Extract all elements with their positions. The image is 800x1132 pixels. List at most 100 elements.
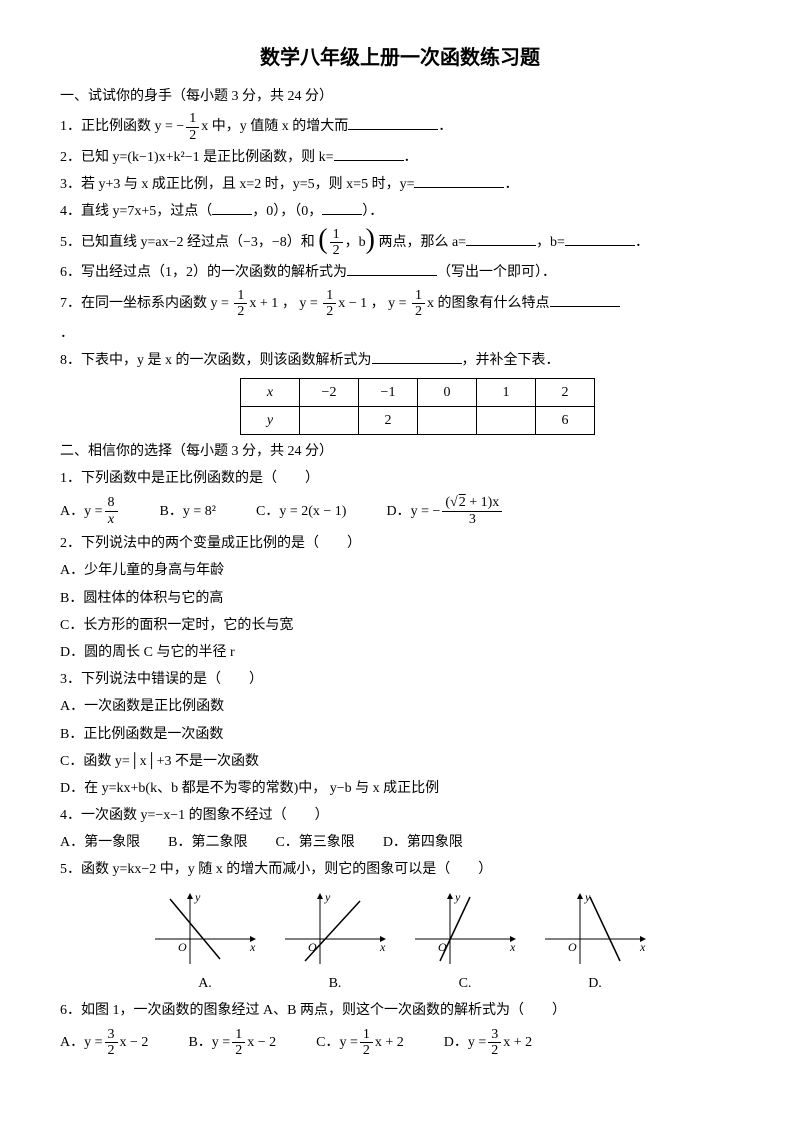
s2q2-b: B．圆柱体的体积与它的高 [60, 586, 740, 611]
q8: 8．下表中，y 是 x 的一次函数，则该函数解析式为，并补全下表． [60, 348, 740, 373]
xm1: x − 1 [338, 296, 367, 311]
blank [550, 292, 620, 307]
p1: + 1)x [466, 495, 500, 510]
opt-a: A．第一象限 [60, 830, 140, 855]
q6-a: 6．写出经过点（1，2）的一次函数的解析式为 [60, 265, 347, 280]
den: 2 [186, 128, 199, 143]
y: y = [299, 296, 321, 311]
q7-c: ， [371, 296, 385, 311]
svg-text:O: O [438, 940, 447, 954]
den: 2 [330, 243, 343, 258]
lparen-icon: ( [318, 226, 327, 254]
lp: ( [445, 495, 450, 510]
s2q2-d: D．圆的周长 C 与它的半径 r [60, 640, 740, 665]
label: C． [316, 1030, 339, 1055]
eq1: y = 12x + 1 [211, 296, 279, 311]
s2q1-options: A． y = 8x B．y = 8² C．y = 2(x − 1) D． y =… [60, 495, 740, 527]
blank [414, 173, 504, 188]
n: 1 [323, 288, 336, 304]
graph-c: y x O [405, 889, 525, 969]
q6-b: （写出一个即可）． [437, 265, 556, 280]
q2: 2．已知 y=(k−1)x+k²−1 是正比例函数，则 k=． [60, 145, 740, 170]
s2q3-c: C．函数 y=│x│+3 不是一次函数 [60, 749, 740, 774]
q8-a: 8．下表中，y 是 x 的一次函数，则该函数解析式为 [60, 353, 372, 368]
s2q2: 2．下列说法中的两个变量成正比例的是（ ） [60, 531, 740, 556]
n: 3 [105, 1027, 118, 1043]
graph-labels: A. B. C. D. [60, 971, 740, 996]
opt-b: B．y = 8² [160, 495, 216, 527]
cell [418, 406, 477, 434]
q5-d: ． [635, 235, 649, 250]
eq: y = 8² [183, 499, 216, 524]
blank [348, 115, 438, 130]
frac: 32 [488, 1027, 501, 1059]
q7-end: ． [60, 321, 740, 346]
q5-b: 两点，那么 a= [378, 235, 466, 250]
num: 1 [186, 111, 199, 127]
q1-end: ． [438, 119, 452, 134]
q7-a: 7．在同一坐标系内函数 [60, 296, 211, 311]
q7-d: 的图象有什么特点 [438, 296, 550, 311]
n: 3 [488, 1027, 501, 1043]
frac: 12 [323, 288, 336, 320]
label-c: C. [405, 971, 525, 996]
y: y = [339, 1030, 357, 1055]
xm2: x − 2 [247, 1030, 276, 1055]
cell: 2 [359, 406, 418, 434]
d: 2 [234, 304, 247, 319]
blank [347, 261, 437, 276]
label-d: D. [535, 971, 655, 996]
q1-text-b: 中，y 值随 x 的增大而 [212, 119, 349, 134]
x: x [201, 119, 208, 134]
svg-text:x: x [509, 940, 516, 954]
d: 2 [360, 1043, 373, 1058]
cell: 2 [536, 378, 595, 406]
s2q4: 4．一次函数 y=−x−1 的图象不经过（ ） [60, 803, 740, 828]
frac: 32 [105, 1027, 118, 1059]
frac: 12 [360, 1027, 373, 1059]
d: 3 [442, 512, 502, 527]
q7: 7．在同一坐标系内函数 y = 12x + 1 ， y = 12x − 1 ， … [60, 288, 740, 320]
frac: 8x [105, 495, 118, 527]
q4-a: 4．直线 y=7x+5，过点（ [60, 204, 212, 219]
graph-b: y x O [275, 889, 395, 969]
q1: 1．正比例函数 y = −12x 中，y 值随 x 的增大而． [60, 111, 740, 143]
label: C． [256, 499, 279, 524]
table-row: x −2 −1 0 1 2 [241, 378, 595, 406]
q4-b: ，0），（0， [252, 204, 322, 219]
section1-heading: 一、试试你的身手（每小题 3 分，共 24 分） [60, 84, 740, 109]
y: y = [468, 1030, 486, 1055]
blank [322, 200, 362, 215]
d: 2 [488, 1043, 501, 1058]
label-a: A. [145, 971, 265, 996]
q5-a: 5．已知直线 y=ax−2 经过点（−3，−8）和 [60, 235, 315, 250]
blank [212, 200, 252, 215]
svg-text:O: O [308, 940, 317, 954]
q8-table: x −2 −1 0 1 2 y 2 6 [240, 378, 595, 435]
cell: x [241, 378, 300, 406]
svg-text:y: y [324, 890, 331, 904]
y: y = [212, 1030, 230, 1055]
sq: 2 [458, 495, 466, 510]
y: y = [84, 499, 102, 524]
q1-eq: y = −12x [155, 119, 209, 134]
blank [334, 146, 404, 161]
q3-b: ． [504, 177, 518, 192]
d: 2 [323, 304, 336, 319]
cell: 1 [477, 378, 536, 406]
y: y = [388, 296, 410, 311]
opt-c: C．第三象限 [275, 830, 354, 855]
xp2: x + 2 [503, 1030, 532, 1055]
q6: 6．写出经过点（1，2）的一次函数的解析式为 （写出一个即可）． [60, 260, 740, 285]
q5: 5．已知直线 y=ax−2 经过点（−3，−8）和 (12，b) 两点，那么 a… [60, 227, 740, 259]
rparen-icon: ) [366, 226, 375, 254]
frac-half: 12 [330, 227, 343, 259]
s2q1: 1．下列函数中是正比例函数的是（ ） [60, 466, 740, 491]
svg-text:O: O [178, 940, 187, 954]
d: x [105, 512, 118, 527]
d: 2 [412, 304, 425, 319]
blank [372, 349, 462, 364]
opt-a: A． y = 8x [60, 495, 120, 527]
frac: 12 [232, 1027, 245, 1059]
q3: 3．若 y+3 与 x 成正比例，且 x=2 时，y=5，则 x=5 时，y=． [60, 172, 740, 197]
